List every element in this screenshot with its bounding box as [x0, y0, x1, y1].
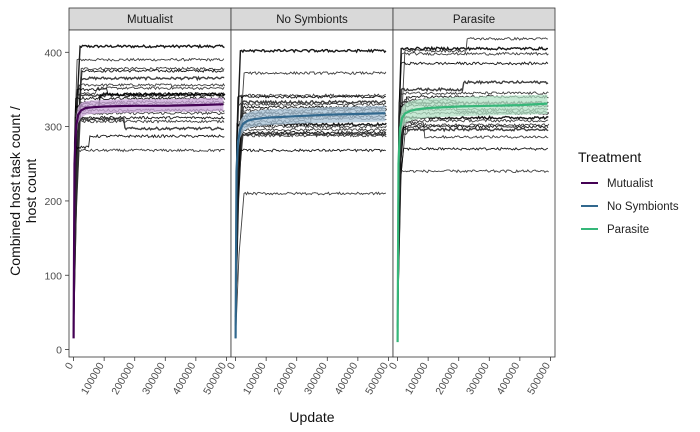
- run-line: [234, 99, 387, 330]
- facet-label-parasite: Parasite: [453, 14, 495, 26]
- legend-label-mutualist: Mutualist: [607, 178, 654, 190]
- x-tick-label: 100000: [403, 360, 431, 396]
- run-line: [73, 68, 225, 338]
- x-tick-label: 400000: [171, 360, 199, 396]
- run-line: [73, 111, 225, 328]
- run-line: [396, 127, 549, 329]
- run-line: [397, 124, 549, 324]
- x-tick-label: 200000: [109, 360, 137, 396]
- run-line: [396, 45, 548, 327]
- run-line: [397, 169, 549, 333]
- legend-title: Treatment: [578, 149, 641, 165]
- x-tick-label: 300000: [302, 360, 330, 396]
- run-line: [397, 36, 549, 320]
- mean-line-mutualist: [72, 103, 224, 339]
- x-tick-label: 400000: [495, 360, 523, 396]
- run-line: [397, 61, 549, 327]
- run-line: [235, 148, 386, 337]
- legend-entry-mutualist: Mutualist: [581, 178, 654, 190]
- panels-layer: Mutualist No Symbionts Parasite: [68, 7, 556, 358]
- run-line: [72, 43, 225, 332]
- legend-entry-no-symbionts: No Symbionts: [581, 201, 679, 213]
- run-line: [396, 79, 549, 327]
- x-tick-label: 300000: [140, 360, 168, 396]
- facet-label-mutualist: Mutualist: [127, 14, 174, 26]
- x-tick-label: 100000: [241, 360, 269, 396]
- run-line: [72, 75, 225, 327]
- legend-entry-parasite: Parasite: [581, 224, 649, 236]
- confidence-band-parasite: [397, 94, 548, 343]
- x-tick-label: 100000: [79, 360, 107, 396]
- run-line: [73, 82, 225, 335]
- y-axis-title-line-2: host count: [23, 159, 39, 224]
- mean-line-parasite: [396, 102, 548, 343]
- legend: Treatment Mutualist No Symbionts Parasit…: [578, 149, 679, 236]
- y-tick-label: 200: [44, 196, 62, 208]
- panel-background-parasite: [392, 29, 556, 358]
- panel-no-symbionts: No Symbionts: [230, 7, 394, 358]
- x-tick-label: 0: [387, 360, 400, 371]
- y-tick-label: 0: [56, 345, 62, 357]
- run-line: [397, 51, 549, 321]
- run-line: [397, 120, 549, 333]
- x-tick-label: 500000: [525, 360, 553, 396]
- run-line: [234, 48, 387, 326]
- y-axis-title: Combined host task count / host count: [7, 106, 39, 276]
- run-line: [397, 122, 550, 338]
- y-axis-title-line-1: Combined host task count /: [7, 106, 23, 276]
- x-tick-label: 300000: [464, 360, 492, 396]
- run-line: [235, 127, 387, 339]
- run-line: [235, 102, 387, 319]
- panel-parasite: Parasite: [392, 7, 556, 358]
- run-line: [235, 70, 387, 337]
- run-line: [235, 133, 387, 330]
- run-line: [397, 91, 549, 326]
- run-line: [73, 66, 225, 333]
- run-line: [397, 147, 549, 319]
- run-line: [73, 134, 225, 323]
- x-axis-title: Update: [289, 409, 334, 425]
- x-tick-label: 200000: [433, 360, 461, 396]
- legend-label-no-symbionts: No Symbionts: [607, 201, 679, 213]
- run-line: [73, 86, 225, 330]
- x-tick-label: 400000: [333, 360, 361, 396]
- run-line: [235, 124, 387, 318]
- legend-label-parasite: Parasite: [607, 224, 649, 236]
- x-tick-label: 0: [225, 360, 238, 371]
- y-tick-label: 100: [44, 270, 62, 282]
- run-line: [73, 119, 225, 322]
- y-tick-label: 300: [44, 122, 62, 134]
- facet-label-no-symbionts: No Symbionts: [276, 14, 348, 26]
- run-line: [235, 94, 386, 326]
- run-line: [73, 148, 225, 317]
- x-tick-label: 200000: [271, 360, 299, 396]
- y-tick-label: 400: [44, 47, 62, 59]
- x-tick-label: 0: [63, 360, 76, 371]
- mean-line-no-symbionts: [234, 112, 386, 339]
- run-line: [73, 57, 225, 327]
- run-line: [235, 191, 387, 338]
- panel-mutualist: Mutualist: [68, 7, 232, 358]
- run-line: [397, 118, 549, 322]
- run-line: [72, 116, 224, 333]
